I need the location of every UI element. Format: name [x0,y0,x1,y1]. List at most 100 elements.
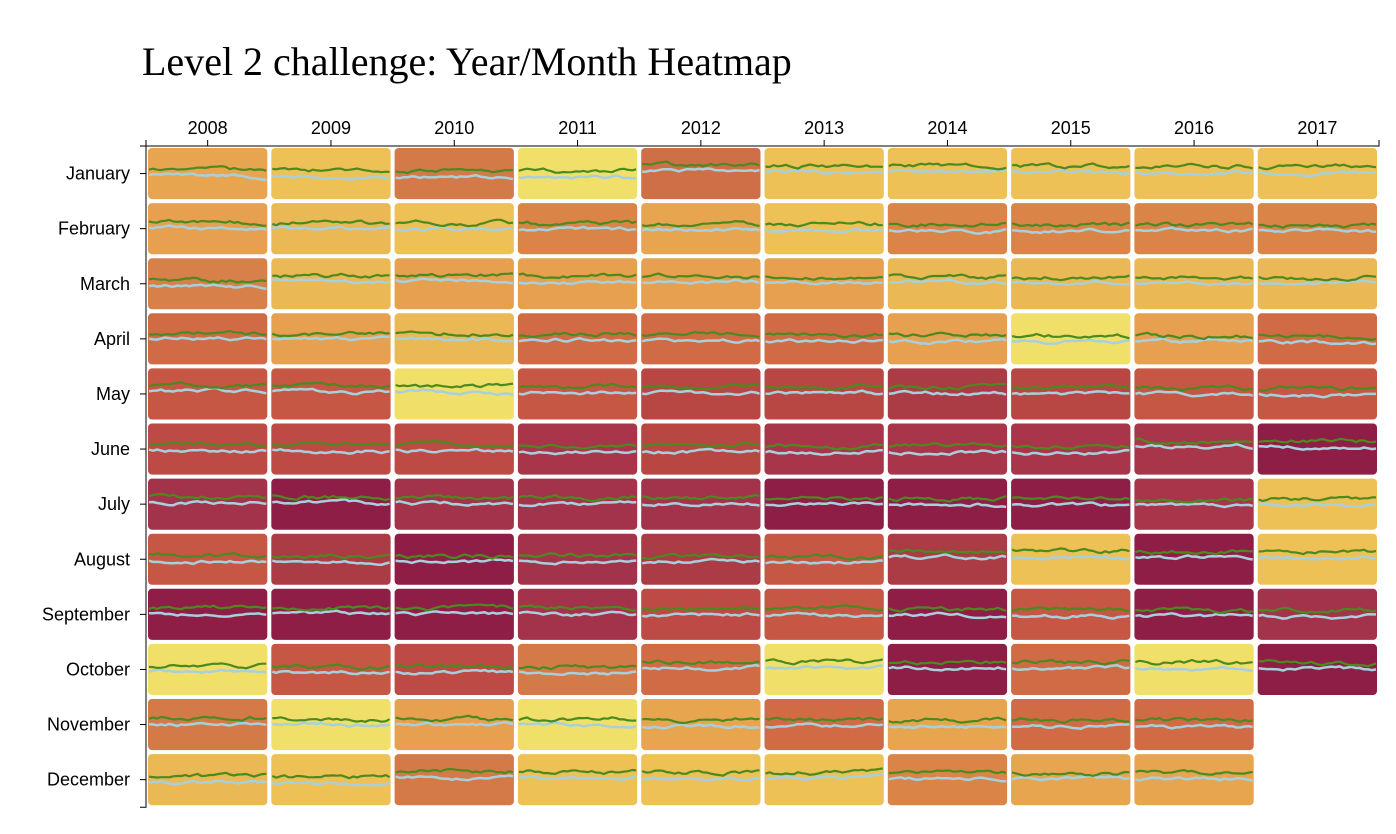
heatmap-cell-group [1134,258,1254,310]
heatmap-cell-group [394,368,514,420]
sparkline-green [642,493,760,501]
heatmap-cell-group [394,258,514,310]
sparkline-blue [518,610,637,618]
y-tick-label: June [91,439,130,459]
sparkline-blue [1258,392,1376,399]
heatmap-cell-group [148,478,268,530]
sparkline-blue [395,447,514,454]
heatmap-cell [1134,699,1254,751]
sparkline-green [518,443,637,450]
heatmap-cell [1134,754,1254,806]
sparkline-green [1258,437,1377,444]
sparkline-green [518,664,637,671]
sparkline-green [272,381,390,390]
sparkline-blue [148,721,267,728]
sparkline-blue [1011,279,1130,287]
sparkline-blue [518,559,637,566]
heatmap-cell-group [887,478,1008,530]
sparkline-blue [765,722,883,729]
sparkline-green [1011,606,1130,613]
sparkline-blue [888,337,1007,346]
heatmap-cell-group [517,258,638,310]
sparkline-blue [1135,169,1254,177]
sparkline-blue [148,224,267,232]
heatmap-cell-group [641,533,761,585]
sparkline-blue [272,335,390,342]
sparkline-blue [518,390,637,396]
sparkline-blue [1135,226,1253,234]
sparkline-blue [642,502,760,508]
sparkline-blue [395,774,514,782]
heatmap-cell [394,588,514,640]
sparkline-blue [1011,554,1130,561]
sparkline-blue [765,279,883,286]
sparkline-green [272,716,391,723]
sparkline-green [395,330,514,338]
heatmap-cell [148,754,268,806]
sparkline-green [395,663,514,670]
sparkline-blue [395,225,514,232]
sparkline-green [395,714,514,723]
heatmap-cell [148,643,268,695]
sparkline-blue [765,338,883,344]
heatmap-cell-group [1257,643,1377,695]
sparkline-green [148,493,267,501]
sparkline-green [642,717,760,725]
heatmap-cell-group [271,423,391,475]
sparkline-green [1011,547,1130,555]
heatmap-cell-group [1011,754,1131,806]
heatmap-cell-group [641,588,761,640]
heatmap-cell [1134,313,1254,365]
sparkline-blue [888,278,1007,286]
heatmap-cell-group [1011,643,1131,695]
sparkline-green [395,603,514,612]
sparkline-blue [765,449,883,457]
x-tick-label: 2012 [681,118,721,138]
sparkline-green [148,165,267,172]
sparkline-green [148,604,267,611]
heatmap-cell-group [271,643,391,695]
heatmap-cell [148,368,268,420]
heatmap-cell-group [764,148,884,200]
heatmap-cell [394,643,514,695]
sparkline-blue [765,559,883,565]
heatmap-cell-group [764,478,884,530]
heatmap-cell-group [764,643,884,695]
sparkline-green [395,767,514,775]
sparkline-blue [1011,501,1130,508]
heatmap-cell-group [148,368,268,420]
heatmap-cell-group [1134,754,1254,806]
heatmap-cell-group [764,313,884,365]
heatmap-cell-group [271,588,391,640]
heatmap-cell [1011,148,1131,200]
x-tick-label: 2009 [311,118,351,138]
heatmap-cell-group [148,258,268,310]
heatmap-cell-group [1011,423,1131,475]
heatmap-cell [271,643,391,695]
heatmap-cell [1011,754,1131,806]
sparkline-blue [1135,665,1253,672]
y-tick-label: May [96,384,130,404]
heatmap-cell-group [517,423,638,475]
heatmap-cell-group [1134,533,1254,585]
heatmap-cell [271,754,391,806]
sparkline-blue [395,610,514,617]
y-tick-label: October [66,659,130,679]
heatmap-cell-group [517,203,638,255]
sparkline-green [765,382,883,392]
sparkline-blue [765,169,883,175]
sparkline-green [148,441,267,448]
sparkline-green [1012,162,1130,170]
heatmap-cell [394,203,514,255]
sparkline-blue [1258,170,1377,178]
heatmap-cell [764,423,884,475]
heatmap-cell-group [1011,699,1131,751]
heatmap-cell [887,533,1008,585]
sparkline-green [642,160,760,168]
y-tick-label: November [47,715,130,735]
sparkline-blue [1011,338,1130,346]
sparkline-green [888,221,1007,229]
sparkline-blue [1135,280,1254,287]
heatmap-cell-group [641,368,761,420]
